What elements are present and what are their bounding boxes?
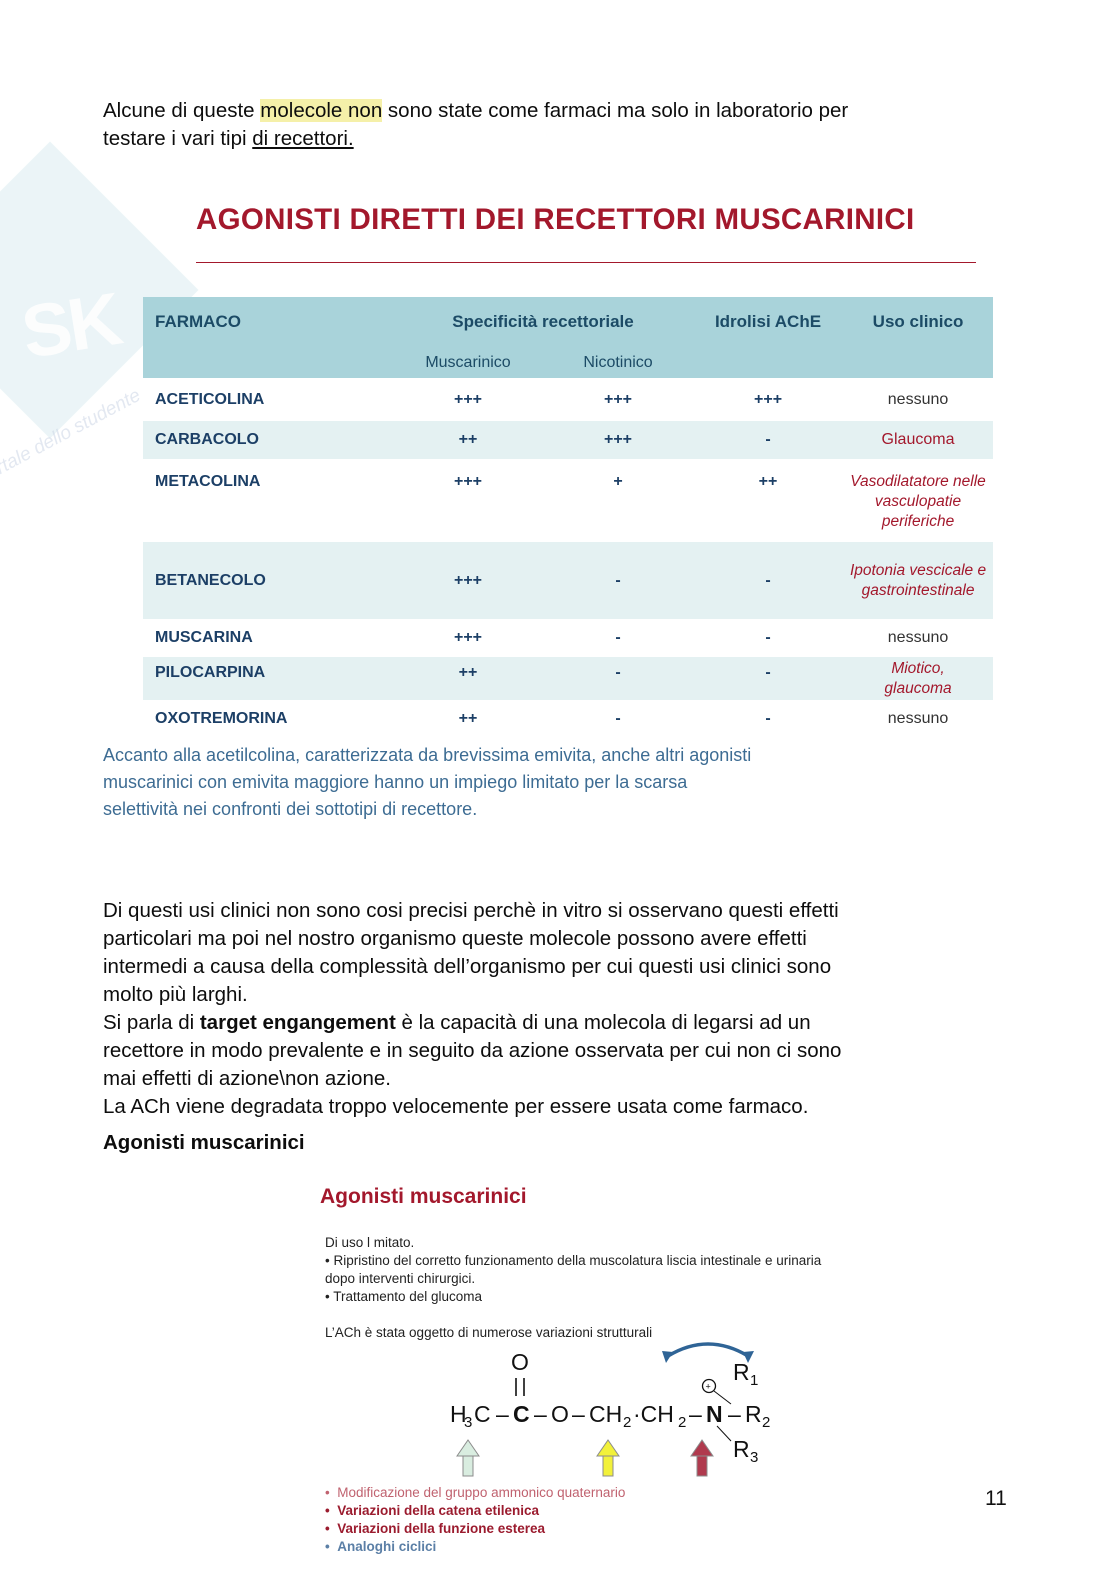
svg-text:2: 2 xyxy=(623,1414,631,1431)
svg-text:O: O xyxy=(551,1401,569,1427)
svg-text:+: + xyxy=(706,1382,711,1392)
svg-text:2: 2 xyxy=(762,1414,770,1431)
svg-text:–: – xyxy=(689,1401,702,1427)
svg-text:·CH: ·CH xyxy=(633,1401,674,1427)
svg-text:C: C xyxy=(513,1401,530,1427)
svg-text:–: – xyxy=(496,1401,509,1427)
svg-text:O: O xyxy=(511,1349,529,1375)
svg-text:–: – xyxy=(728,1401,741,1427)
svg-text:–: – xyxy=(572,1401,585,1427)
svg-text:3: 3 xyxy=(750,1449,758,1466)
svg-text:CH: CH xyxy=(589,1401,622,1427)
svg-text:R: R xyxy=(733,1359,750,1385)
svg-text:1: 1 xyxy=(750,1372,758,1389)
svg-text:–: – xyxy=(534,1401,547,1427)
svg-text:R: R xyxy=(745,1401,762,1427)
svg-text:N: N xyxy=(706,1401,723,1427)
svg-text:3: 3 xyxy=(464,1414,472,1431)
svg-text:R: R xyxy=(733,1436,750,1462)
svg-text:C: C xyxy=(474,1401,491,1427)
svg-text:2: 2 xyxy=(678,1414,686,1431)
